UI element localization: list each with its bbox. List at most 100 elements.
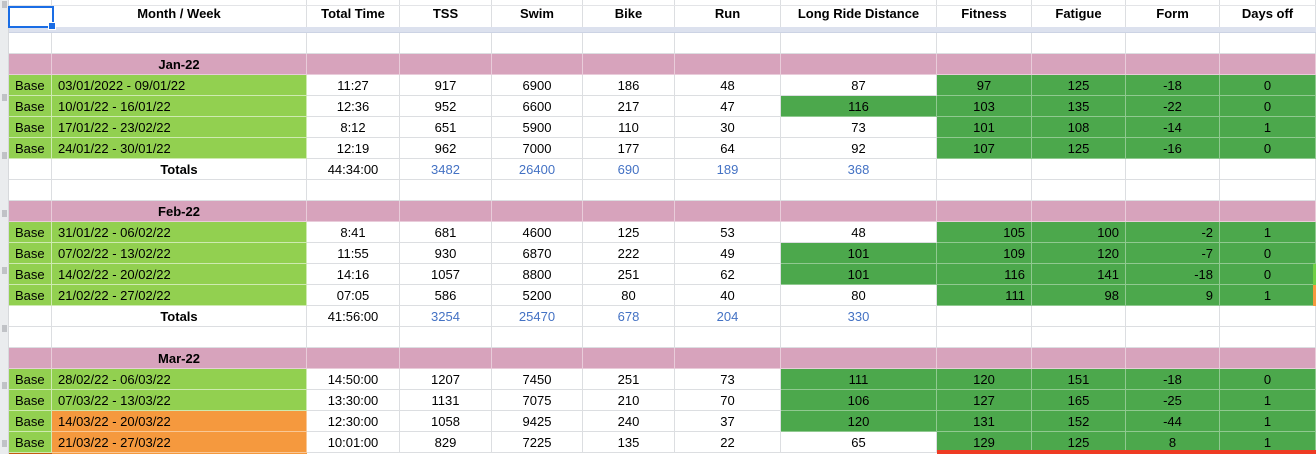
- cell-run[interactable]: 30: [675, 117, 781, 138]
- cell-week[interactable]: 07/03/22 - 13/03/22: [52, 390, 307, 411]
- cell-swim[interactable]: 7450: [492, 369, 583, 390]
- month-band-cell[interactable]: [583, 54, 675, 75]
- cell-bike[interactable]: 217: [583, 96, 675, 117]
- month-band-cell[interactable]: [675, 54, 781, 75]
- empty-cell[interactable]: [1220, 33, 1316, 54]
- cell-run[interactable]: 47: [675, 96, 781, 117]
- cell-week[interactable]: 17/01/22 - 23/02/22: [52, 117, 307, 138]
- month-band-cell[interactable]: [937, 54, 1032, 75]
- month-band-cell[interactable]: [307, 201, 400, 222]
- column-header-tss[interactable]: TSS: [400, 0, 492, 27]
- cell-run[interactable]: 37: [675, 411, 781, 432]
- totals-cell-phase[interactable]: [9, 306, 52, 327]
- cell-total_time[interactable]: 8:12: [307, 117, 400, 138]
- cell-swim[interactable]: 8800: [492, 264, 583, 285]
- month-label[interactable]: Jan-22: [52, 54, 307, 75]
- totals-cell-days_off[interactable]: [1220, 306, 1316, 327]
- cell-bike[interactable]: 186: [583, 75, 675, 96]
- cell-form[interactable]: -2: [1126, 222, 1220, 243]
- cell-long_ride[interactable]: 48: [781, 222, 937, 243]
- totals-cell-tss[interactable]: 3254: [400, 306, 492, 327]
- cell-run[interactable]: 62: [675, 264, 781, 285]
- month-band-cell[interactable]: [307, 54, 400, 75]
- cell-days_off[interactable]: 1: [1220, 117, 1316, 138]
- empty-cell[interactable]: [492, 33, 583, 54]
- month-band-cell[interactable]: [400, 54, 492, 75]
- empty-cell[interactable]: [781, 33, 937, 54]
- cell-long_ride[interactable]: 101: [781, 264, 937, 285]
- month-band-cell[interactable]: [583, 201, 675, 222]
- cell-swim[interactable]: 6870: [492, 243, 583, 264]
- column-header-total_time[interactable]: Total Time: [307, 0, 400, 27]
- cell-fitness[interactable]: 109: [937, 243, 1032, 264]
- empty-cell[interactable]: [583, 327, 675, 348]
- cell-fitness[interactable]: 131: [937, 411, 1032, 432]
- cell-fatigue[interactable]: 100: [1032, 222, 1126, 243]
- cell-days_off[interactable]: 1: [1220, 285, 1316, 306]
- selected-cell[interactable]: [8, 6, 56, 30]
- cell-long_ride[interactable]: 106: [781, 390, 937, 411]
- cell-days_off[interactable]: 0: [1220, 75, 1316, 96]
- empty-cell[interactable]: [9, 33, 52, 54]
- cell-long_ride[interactable]: 92: [781, 138, 937, 159]
- cell-fatigue[interactable]: 125: [1032, 432, 1126, 453]
- cell-total_time[interactable]: 14:50:00: [307, 369, 400, 390]
- cell-form[interactable]: 9: [1126, 285, 1220, 306]
- empty-cell[interactable]: [675, 180, 781, 201]
- totals-cell-bike[interactable]: 690: [583, 159, 675, 180]
- cell-form[interactable]: -7: [1126, 243, 1220, 264]
- cell-long_ride[interactable]: 111: [781, 369, 937, 390]
- month-band-cell[interactable]: [675, 201, 781, 222]
- empty-cell[interactable]: [400, 327, 492, 348]
- cell-total_time[interactable]: 12:19: [307, 138, 400, 159]
- month-band-cell[interactable]: [307, 348, 400, 369]
- month-band-cell[interactable]: [1220, 348, 1316, 369]
- cell-form[interactable]: -18: [1126, 264, 1220, 285]
- cell-week[interactable]: 21/02/22 - 27/02/22: [52, 285, 307, 306]
- cell-week[interactable]: 24/01/22 - 30/01/22: [52, 138, 307, 159]
- cell-total_time[interactable]: 13:30:00: [307, 390, 400, 411]
- cell-form[interactable]: -22: [1126, 96, 1220, 117]
- cell-form[interactable]: -16: [1126, 138, 1220, 159]
- column-header-run[interactable]: Run: [675, 0, 781, 27]
- cell-long_ride[interactable]: 120: [781, 411, 937, 432]
- cell-fatigue[interactable]: 135: [1032, 96, 1126, 117]
- cell-form[interactable]: -25: [1126, 390, 1220, 411]
- month-band-cell[interactable]: [781, 201, 937, 222]
- cell-total_time[interactable]: 12:30:00: [307, 411, 400, 432]
- empty-cell[interactable]: [307, 33, 400, 54]
- cell-fitness[interactable]: 97: [937, 75, 1032, 96]
- totals-cell-run[interactable]: 204: [675, 306, 781, 327]
- cell-tss[interactable]: 952: [400, 96, 492, 117]
- empty-cell[interactable]: [400, 180, 492, 201]
- cell-swim[interactable]: 5200: [492, 285, 583, 306]
- cell-fitness[interactable]: 105: [937, 222, 1032, 243]
- month-label[interactable]: Feb-22: [52, 201, 307, 222]
- empty-cell[interactable]: [781, 180, 937, 201]
- cell-phase[interactable]: Base: [9, 96, 52, 117]
- cell-total_time[interactable]: 12:36: [307, 96, 400, 117]
- column-header-fitness[interactable]: Fitness: [937, 0, 1032, 27]
- cell-days_off[interactable]: 0: [1220, 369, 1316, 390]
- empty-cell[interactable]: [1032, 33, 1126, 54]
- cell-form[interactable]: -18: [1126, 75, 1220, 96]
- cell-days_off[interactable]: 1: [1220, 222, 1316, 243]
- cell-phase[interactable]: Base: [9, 222, 52, 243]
- month-band-cell[interactable]: [9, 201, 52, 222]
- cell-swim[interactable]: 6900: [492, 75, 583, 96]
- column-header-week[interactable]: Month / Week: [52, 0, 307, 27]
- empty-cell[interactable]: [52, 327, 307, 348]
- cell-fitness[interactable]: 129: [937, 432, 1032, 453]
- cell-swim[interactable]: 9425: [492, 411, 583, 432]
- empty-cell[interactable]: [1220, 327, 1316, 348]
- cell-tss[interactable]: 962: [400, 138, 492, 159]
- column-header-long_ride[interactable]: Long Ride Distance: [781, 0, 937, 27]
- cell-form[interactable]: -44: [1126, 411, 1220, 432]
- empty-cell[interactable]: [9, 180, 52, 201]
- cell-phase[interactable]: Base: [9, 432, 52, 453]
- empty-cell[interactable]: [1126, 33, 1220, 54]
- cell-fitness[interactable]: 101: [937, 117, 1032, 138]
- totals-cell-swim[interactable]: 25470: [492, 306, 583, 327]
- fill-handle-icon[interactable]: [48, 22, 56, 30]
- cell-fatigue[interactable]: 98: [1032, 285, 1126, 306]
